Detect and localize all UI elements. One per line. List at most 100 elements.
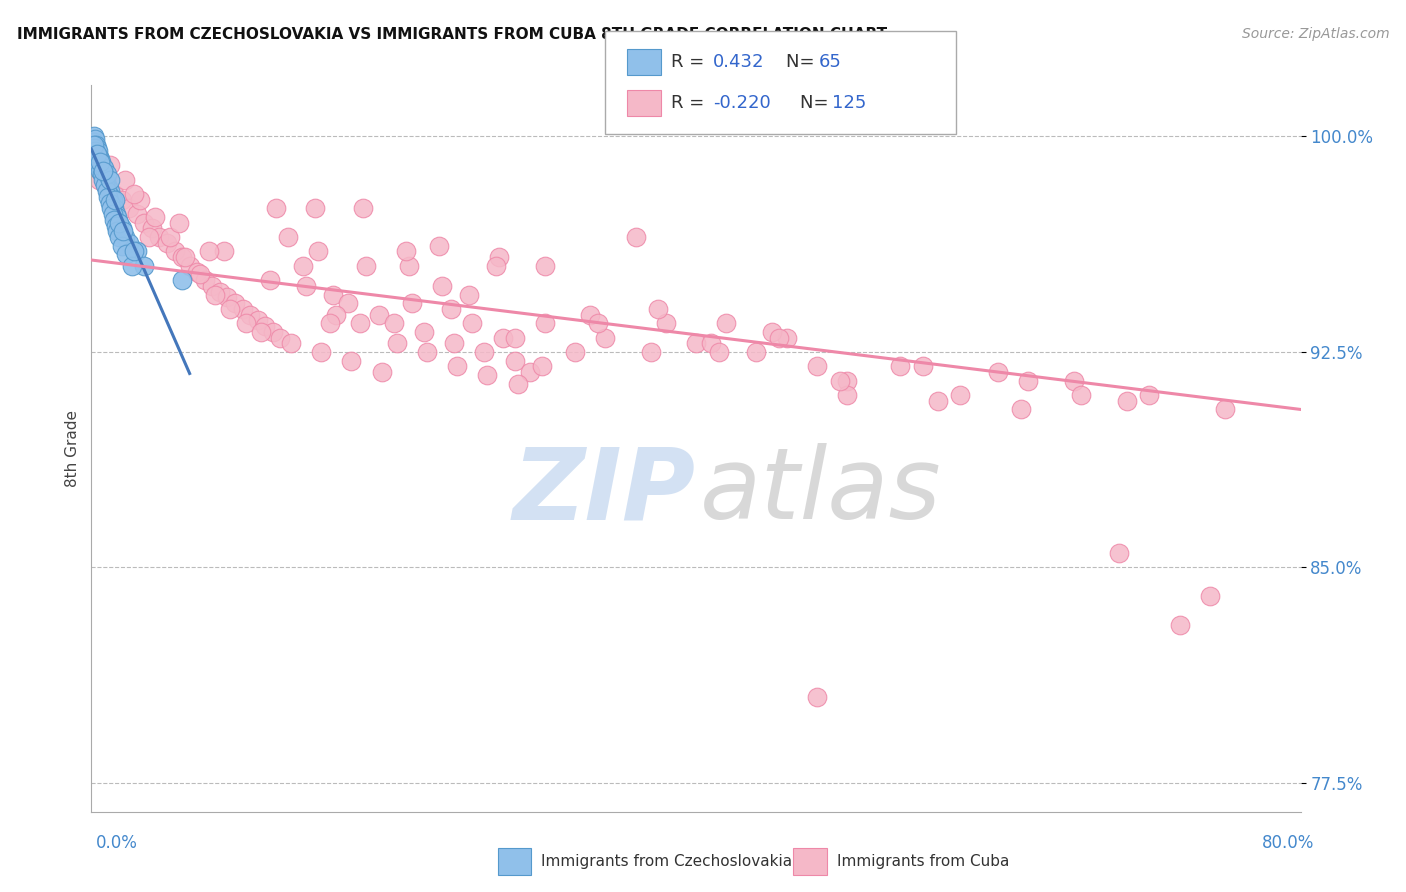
Point — [1010, 402, 1032, 417]
Point — [1063, 374, 1085, 388]
Point — [91, 161, 114, 175]
Text: Immigrants from Cuba: Immigrants from Cuba — [837, 855, 1010, 869]
Point — [416, 345, 439, 359]
Text: atlas: atlas — [700, 443, 941, 541]
Point — [461, 316, 484, 330]
Point — [159, 230, 181, 244]
Text: -0.220: -0.220 — [713, 95, 770, 112]
Point — [714, 316, 737, 330]
Point — [163, 244, 186, 259]
Point — [322, 287, 344, 301]
Point — [156, 235, 179, 250]
Point — [254, 319, 277, 334]
Point — [304, 202, 326, 216]
Point — [395, 244, 418, 259]
Point — [647, 301, 669, 316]
Point — [1070, 388, 1092, 402]
Point — [295, 278, 318, 293]
Point — [104, 219, 127, 233]
Text: 65: 65 — [818, 53, 841, 70]
Point — [835, 374, 858, 388]
Point — [262, 325, 284, 339]
Point — [186, 264, 208, 278]
Point — [141, 221, 163, 235]
Point — [84, 138, 107, 153]
Point — [458, 287, 481, 301]
Point — [208, 285, 231, 299]
Point — [89, 164, 111, 178]
Point — [1018, 374, 1040, 388]
Text: N=: N= — [786, 53, 820, 70]
Point — [122, 244, 145, 259]
Point — [1213, 402, 1236, 417]
Point — [83, 138, 105, 153]
Text: Immigrants from Czechoslovakia: Immigrants from Czechoslovakia — [541, 855, 793, 869]
Point — [745, 345, 768, 359]
Point — [103, 202, 125, 216]
Point — [112, 224, 135, 238]
Point — [264, 202, 287, 216]
Point — [477, 368, 499, 382]
Point — [100, 190, 122, 204]
Point — [125, 244, 148, 259]
Point — [103, 186, 125, 201]
Point — [107, 216, 129, 230]
Point — [111, 238, 132, 252]
Point — [100, 202, 122, 216]
Point — [246, 313, 269, 327]
Point — [94, 178, 117, 193]
Point — [118, 202, 141, 216]
Point — [134, 259, 156, 273]
Point — [889, 359, 911, 374]
Point — [1198, 589, 1220, 603]
Point — [134, 216, 156, 230]
Point — [96, 167, 118, 181]
Point — [128, 193, 150, 207]
Point — [472, 345, 495, 359]
Point — [94, 172, 117, 186]
Point — [82, 144, 104, 158]
Point — [217, 290, 239, 304]
Point — [89, 155, 111, 169]
Point — [485, 259, 508, 273]
Point — [534, 316, 557, 330]
Point — [101, 193, 124, 207]
Point — [1168, 618, 1191, 632]
Point — [382, 316, 405, 330]
Point — [503, 353, 526, 368]
Point — [114, 230, 136, 244]
Point — [367, 308, 389, 322]
Y-axis label: 8th Grade: 8th Grade — [65, 409, 80, 487]
Point — [385, 336, 408, 351]
Point — [86, 141, 108, 155]
Point — [118, 235, 141, 250]
Point — [86, 146, 108, 161]
Point — [579, 308, 602, 322]
Point — [370, 365, 392, 379]
Point — [105, 210, 128, 224]
Point — [987, 365, 1010, 379]
Point — [586, 316, 609, 330]
Point — [96, 184, 118, 198]
Point — [340, 353, 363, 368]
Point — [138, 230, 160, 244]
Point — [107, 230, 129, 244]
Point — [259, 273, 281, 287]
Point — [90, 158, 112, 172]
Point — [776, 330, 799, 344]
Point — [111, 221, 132, 235]
Point — [84, 144, 107, 158]
Point — [172, 273, 194, 287]
Point — [84, 132, 107, 146]
Point — [121, 259, 143, 273]
Point — [98, 158, 121, 172]
Point — [224, 296, 246, 310]
Point — [179, 259, 201, 273]
Point — [280, 336, 302, 351]
Point — [949, 388, 972, 402]
Point — [446, 359, 468, 374]
Point — [174, 250, 197, 264]
Text: 80.0%: 80.0% — [1263, 834, 1315, 852]
Point — [111, 193, 132, 207]
Point — [97, 190, 120, 204]
